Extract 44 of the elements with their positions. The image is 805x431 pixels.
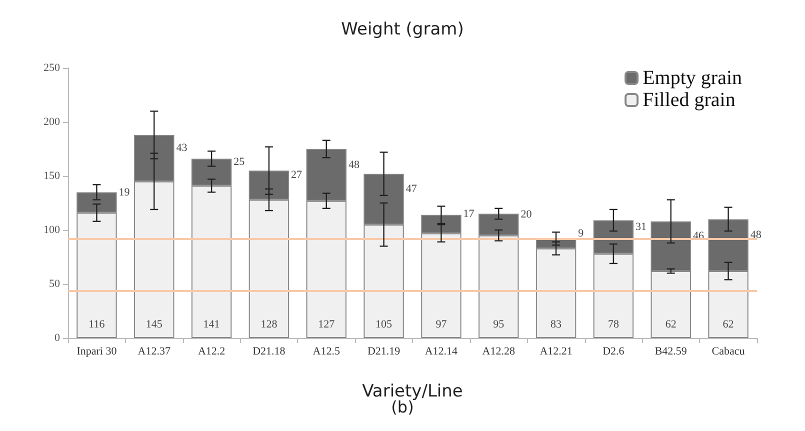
x-tick-label: D2.6: [602, 346, 625, 358]
data-label: 48: [750, 229, 762, 242]
chart-title: Weight (gram): [341, 20, 464, 40]
data-label: 27: [291, 169, 303, 182]
x-tick-label: Cabacu: [712, 346, 746, 358]
data-label: 31: [636, 221, 647, 234]
legend-label: Empty grain: [642, 67, 742, 89]
data-label: 83: [550, 318, 562, 330]
legend-label: Filled grain: [642, 89, 736, 111]
data-label: 127: [318, 318, 336, 330]
data-label: 19: [118, 186, 130, 198]
x-tick-label: D21.18: [252, 346, 286, 358]
data-label: 97: [436, 318, 448, 330]
data-label: 48: [348, 158, 360, 171]
data-label: 17: [463, 208, 475, 220]
data-label: 9: [578, 228, 584, 240]
data-label: 62: [665, 318, 676, 330]
x-tick-label: A12.28: [482, 346, 516, 358]
data-label: 47: [406, 183, 418, 196]
y-tick-label: 0: [54, 332, 60, 344]
data-label: 116: [88, 318, 106, 330]
x-tick-label: A12.21: [540, 346, 572, 358]
data-label: 62: [722, 318, 734, 330]
data-label: 25: [234, 156, 246, 168]
x-tick-label: Inpari 30: [76, 346, 118, 358]
x-tick-label: A12.37: [138, 346, 171, 358]
y-tick-label: 100: [44, 224, 60, 236]
data-label: 78: [608, 318, 620, 330]
x-tick-label: A12.14: [424, 346, 458, 358]
y-tick-label: 200: [44, 116, 60, 128]
data-label: 95: [493, 318, 505, 330]
x-tick-label: D21.19: [367, 346, 401, 358]
data-label: 145: [146, 318, 163, 330]
data-label: 20: [520, 208, 532, 221]
y-tick-label: 250: [44, 62, 60, 74]
x-tick-label: A12.2: [198, 346, 226, 358]
x-tick-label: A12.5: [312, 346, 340, 358]
x-tick-label: B42.59: [654, 346, 688, 358]
data-label: 141: [203, 318, 220, 330]
data-label: 128: [260, 318, 278, 330]
y-tick-label: 50: [49, 278, 60, 290]
data-label: 43: [176, 142, 188, 154]
y-tick-label: 150: [44, 170, 60, 182]
data-label: 105: [376, 318, 393, 330]
